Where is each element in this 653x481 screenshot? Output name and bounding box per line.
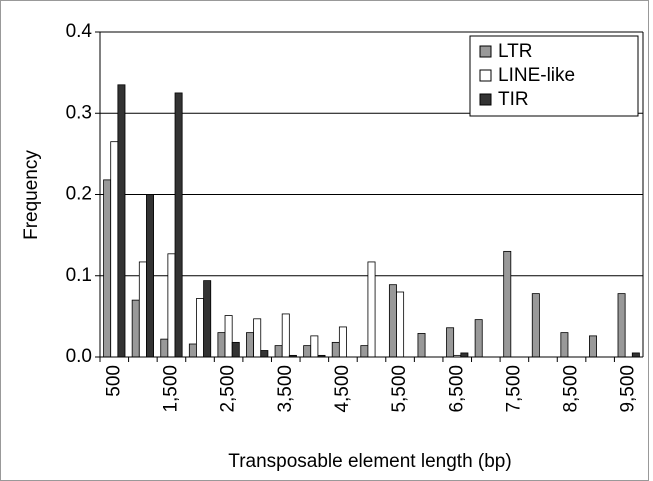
legend-box	[469, 35, 639, 117]
bar	[174, 92, 183, 358]
legend-label: LINE-like	[498, 65, 575, 86]
bar	[260, 350, 269, 358]
bar	[246, 332, 255, 358]
x-tick-label: 8,500	[561, 365, 582, 413]
bar	[360, 345, 369, 358]
bar	[617, 293, 626, 358]
bar	[417, 333, 426, 358]
bar	[310, 335, 319, 358]
x-tick-label: 500	[103, 365, 124, 397]
bar	[631, 352, 640, 358]
x-tick-label: 9,500	[618, 365, 639, 413]
bar	[117, 84, 126, 358]
bar	[203, 280, 212, 358]
bar	[188, 343, 197, 358]
bar	[331, 341, 340, 358]
bar	[167, 253, 176, 358]
bar	[274, 345, 283, 358]
bar	[503, 250, 512, 358]
legend-swatch	[479, 69, 492, 82]
x-tick-label: 5,500	[389, 365, 410, 413]
y-tick-label: 0.1	[66, 265, 92, 286]
x-tick-label: 2,500	[218, 365, 239, 413]
bar	[303, 345, 312, 358]
y-tick-label: 0.4	[66, 21, 93, 42]
bar	[146, 194, 154, 358]
bar	[253, 318, 262, 358]
bar	[474, 319, 483, 358]
bar	[388, 284, 397, 358]
bar	[281, 313, 290, 358]
bar	[531, 293, 540, 358]
bar	[231, 341, 240, 358]
bar	[396, 291, 405, 358]
legend-swatch	[479, 45, 492, 58]
bar	[338, 326, 347, 358]
bar	[103, 179, 112, 358]
y-tick-label: 0.2	[66, 184, 92, 205]
bar	[224, 315, 233, 358]
bar	[196, 298, 204, 358]
x-axis-label: Transposable element length (bp)	[228, 451, 511, 472]
legend-label: LTR	[498, 41, 532, 62]
bar	[367, 261, 376, 358]
bar	[560, 332, 569, 358]
y-axis-label: Frequency	[21, 150, 42, 240]
bar	[138, 261, 147, 358]
bar	[217, 332, 226, 358]
x-tick-label: 7,500	[503, 365, 524, 413]
x-tick-label: 3,500	[275, 365, 296, 413]
y-tick-label: 0.3	[66, 102, 92, 123]
bar	[110, 141, 119, 358]
legend-swatch	[479, 93, 492, 106]
y-tick-label: 0.0	[66, 346, 92, 367]
bar	[589, 335, 597, 358]
bar	[160, 338, 169, 358]
bar	[460, 352, 469, 358]
x-tick-label: 1,500	[160, 365, 181, 413]
x-tick-label: 4,500	[332, 365, 353, 413]
x-tick-label: 6,500	[446, 365, 467, 413]
bar	[131, 299, 140, 358]
bar	[446, 327, 455, 358]
legend-label: TIR	[498, 89, 529, 110]
